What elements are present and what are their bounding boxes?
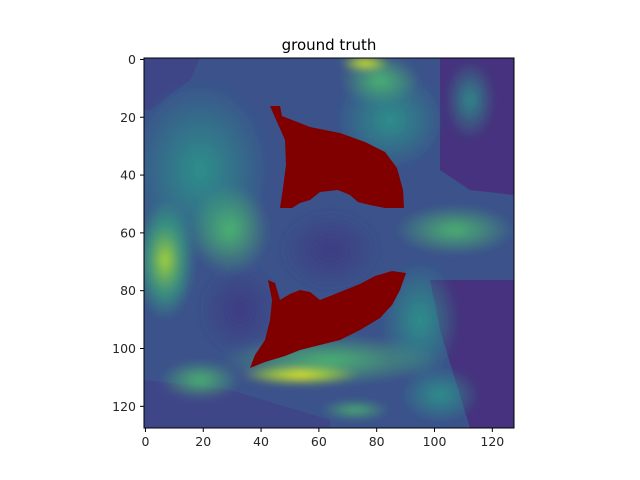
mri-image xyxy=(144,58,514,428)
y-tick-label: 20 xyxy=(120,110,136,125)
x-tick-label: 20 xyxy=(195,434,211,449)
x-tick-label: 120 xyxy=(480,434,504,449)
x-tick-label: 0 xyxy=(141,434,149,449)
x-tick-label: 100 xyxy=(423,434,447,449)
y-tick-label: 0 xyxy=(128,52,136,67)
y-axis: 0 20 40 60 80 100 120 xyxy=(112,52,144,414)
x-axis: 0 20 40 60 80 100 120 xyxy=(141,428,504,449)
axes-frame xyxy=(143,57,515,429)
y-tick-label: 40 xyxy=(120,168,136,183)
y-tick-label: 100 xyxy=(112,341,136,356)
y-tick-label: 60 xyxy=(120,225,136,240)
lower-mask xyxy=(250,271,406,368)
x-tick-label: 80 xyxy=(369,434,385,449)
x-tick-label: 60 xyxy=(311,434,327,449)
upper-mask xyxy=(270,106,404,208)
chart-title: ground truth xyxy=(282,36,377,54)
y-tick-label: 80 xyxy=(120,283,136,298)
x-tick-label: 40 xyxy=(253,434,269,449)
y-tick-label: 120 xyxy=(112,399,136,414)
